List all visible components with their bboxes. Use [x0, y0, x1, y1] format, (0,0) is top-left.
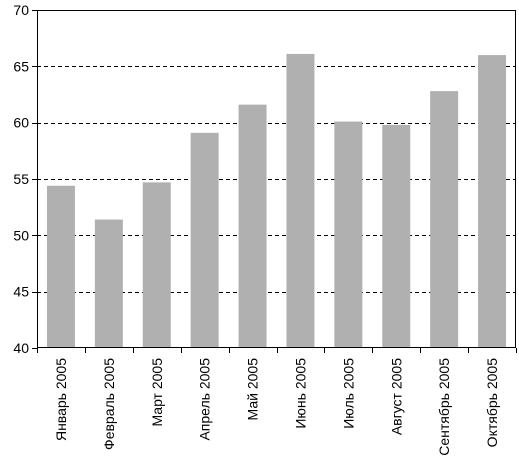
- x-category-label: Июль 2005: [340, 358, 356, 429]
- plot-frame: [37, 10, 516, 348]
- x-axis-category-labels: Январь 2005 Февраль 2005 Март 2005 Апрель 2…: [53, 358, 500, 456]
- bar: [430, 91, 459, 349]
- x-category-label: Сентябрь 2005: [436, 358, 452, 456]
- bar: [382, 124, 411, 348]
- bar: [478, 55, 507, 349]
- y-axis-tick-labels: 40 45 50 55 60 65 70: [13, 2, 29, 356]
- x-category-label: Февраль 2005: [101, 358, 117, 450]
- x-category-label: Июнь 2005: [292, 358, 308, 429]
- bar: [94, 219, 123, 348]
- x-category-label: Апрель 2005: [197, 358, 213, 441]
- bar: [286, 53, 315, 348]
- y-tick-label: 65: [13, 58, 29, 74]
- y-tick-label: 70: [13, 2, 29, 18]
- x-category-label: Май 2005: [245, 358, 261, 421]
- bar: [238, 104, 267, 348]
- y-tick-label: 60: [13, 115, 29, 131]
- x-category-label: Август 2005: [388, 358, 404, 435]
- bar: [334, 121, 363, 348]
- bar: [46, 185, 75, 348]
- bars: [46, 53, 507, 349]
- y-tick-label: 55: [13, 171, 29, 187]
- x-category-label: Март 2005: [149, 358, 165, 427]
- bar: [190, 132, 219, 348]
- plot-area: [32, 10, 517, 353]
- x-category-label: Январь 2005: [53, 358, 69, 441]
- y-tick-label: 40: [13, 340, 29, 356]
- y-tick-label: 45: [13, 284, 29, 300]
- y-tick-label: 50: [13, 227, 29, 243]
- bar: [142, 182, 171, 348]
- y-axis-ticks: [32, 10, 37, 349]
- x-axis-ticks: [37, 348, 517, 353]
- x-category-label: Октябрь 2005: [484, 358, 500, 448]
